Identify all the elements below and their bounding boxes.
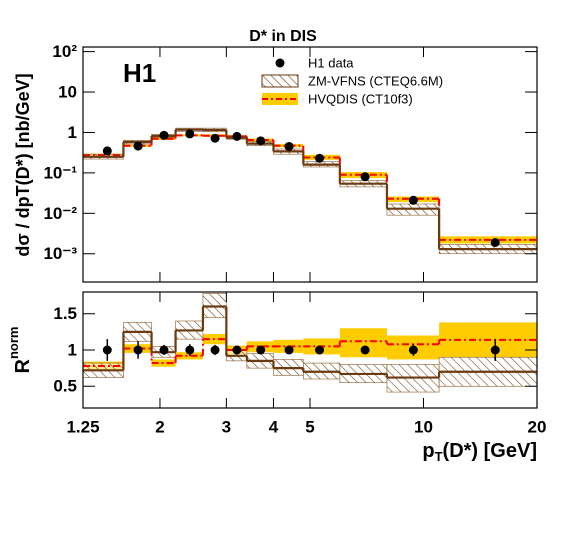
label-sup: norm (6, 327, 21, 360)
legend-label: H1 data (308, 55, 354, 70)
data-point (315, 345, 325, 355)
data-point (232, 131, 242, 141)
data-point (360, 345, 370, 355)
data-point (490, 345, 500, 355)
data-point (256, 345, 266, 355)
x-tick-label: 3 (222, 417, 231, 436)
x-tick-label: 10 (414, 417, 433, 436)
legend: H1 data ZM-VFNS (CTEQ6.6M) HVQDIS (CT10f… (261, 55, 443, 106)
label-rest: (D*) [GeV] (443, 440, 537, 462)
y-tick-label: 1 (68, 340, 77, 359)
x-tick-label: 1.25 (66, 417, 99, 436)
data-point (315, 153, 325, 163)
legend-swatch (261, 74, 299, 88)
y-axis-label: Rnorm (6, 327, 34, 374)
data-point (133, 141, 143, 151)
y-tick-label: 10 (58, 83, 77, 102)
data-point (408, 345, 418, 355)
label-sub: T (435, 449, 443, 464)
y-tick-label: 1.5 (53, 304, 77, 323)
data-point (133, 345, 143, 355)
y-tick-label: 10⁻¹ (43, 163, 77, 182)
x-tick-label: 2 (155, 417, 164, 436)
legend-label: HVQDIS (CT10f3) (308, 91, 413, 106)
x-tick-label: 4 (269, 417, 279, 436)
y-axis-label: dσ / dpT(D*) [nb/GeV] (13, 73, 33, 256)
chart-title: D* in DIS (249, 28, 317, 45)
data-point (490, 237, 500, 247)
data-point (284, 141, 294, 151)
legend-marker (275, 58, 285, 68)
band (151, 359, 176, 367)
label-base: p (422, 440, 434, 462)
x-axis-label: pT(D*) [GeV] (422, 440, 537, 464)
data-point (210, 345, 220, 355)
x-tick-label: 20 (528, 417, 547, 436)
data-point (210, 133, 220, 143)
data-point (284, 345, 294, 355)
data-point (159, 130, 169, 140)
annotation: H1 (123, 58, 156, 88)
legend-label: ZM-VFNS (CTEQ6.6M) (308, 73, 443, 88)
data-point (232, 345, 242, 355)
data-point (408, 195, 418, 205)
label-base: R (12, 358, 34, 373)
data-point (256, 136, 266, 146)
data-point (185, 129, 195, 139)
y-tick-label: 10² (52, 42, 77, 61)
data-point (102, 345, 112, 355)
data-point (102, 146, 112, 156)
data-point (185, 345, 195, 355)
y-tick-label: 10⁻² (43, 204, 77, 223)
y-tick-label: 10⁻³ (43, 244, 77, 263)
y-tick-label: 0.5 (53, 377, 77, 396)
data-point (159, 345, 169, 355)
data-point (360, 172, 370, 182)
y-tick-label: 1 (68, 123, 77, 142)
x-tick-label: 5 (305, 417, 314, 436)
